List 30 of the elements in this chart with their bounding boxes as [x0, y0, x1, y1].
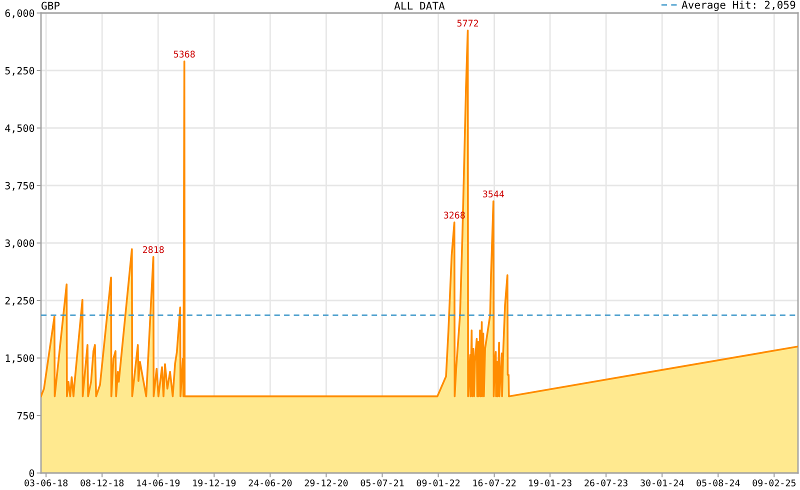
- y-tick-label: 2,250: [5, 296, 34, 306]
- y-tick-label: 750: [17, 412, 34, 420]
- x-tick-label: 09-01-22: [416, 479, 460, 486]
- x-tick-label: 19-01-23: [529, 479, 572, 486]
- x-tick-label: 30-01-24: [640, 479, 684, 486]
- x-tick-label: 05-07-21: [360, 479, 404, 486]
- chart-title: GBP: [42, 2, 60, 10]
- data-label: 5772: [457, 20, 478, 27]
- x-tick-label: 05-08-24: [696, 479, 740, 486]
- x-tick-label: 03-06-18: [24, 479, 68, 486]
- x-tick-label: 08-12-18: [80, 479, 124, 486]
- x-tick-label: 26-07-23: [584, 479, 628, 486]
- y-tick-label: 1,500: [6, 354, 34, 364]
- x-tick-label: 19-12-19: [193, 479, 236, 486]
- data-label: 3544: [482, 190, 504, 198]
- y-tick-label: 3,750: [5, 182, 34, 191]
- y-tick-label: 0: [29, 469, 34, 477]
- y-tick-label: 5,250: [5, 66, 34, 76]
- y-tick-label: 3,000: [5, 239, 34, 248]
- x-tick-label: 24-06-20: [248, 479, 292, 486]
- x-tick-label: 14-06-19: [137, 479, 180, 486]
- chart-subtitle: ALL DATA: [394, 2, 445, 10]
- x-tick-label: 09-02-25: [752, 479, 796, 486]
- legend-label: Average Hit: 2,059: [682, 0, 796, 11]
- x-tick-label: 16-07-22: [473, 479, 516, 486]
- data-label: 2818: [143, 246, 164, 254]
- y-tick-label: 4,500: [5, 124, 34, 134]
- data-label: 5368: [174, 50, 195, 58]
- y-tick-label: 6,000: [5, 9, 34, 18]
- x-tick-label: 29-12-20: [304, 479, 348, 486]
